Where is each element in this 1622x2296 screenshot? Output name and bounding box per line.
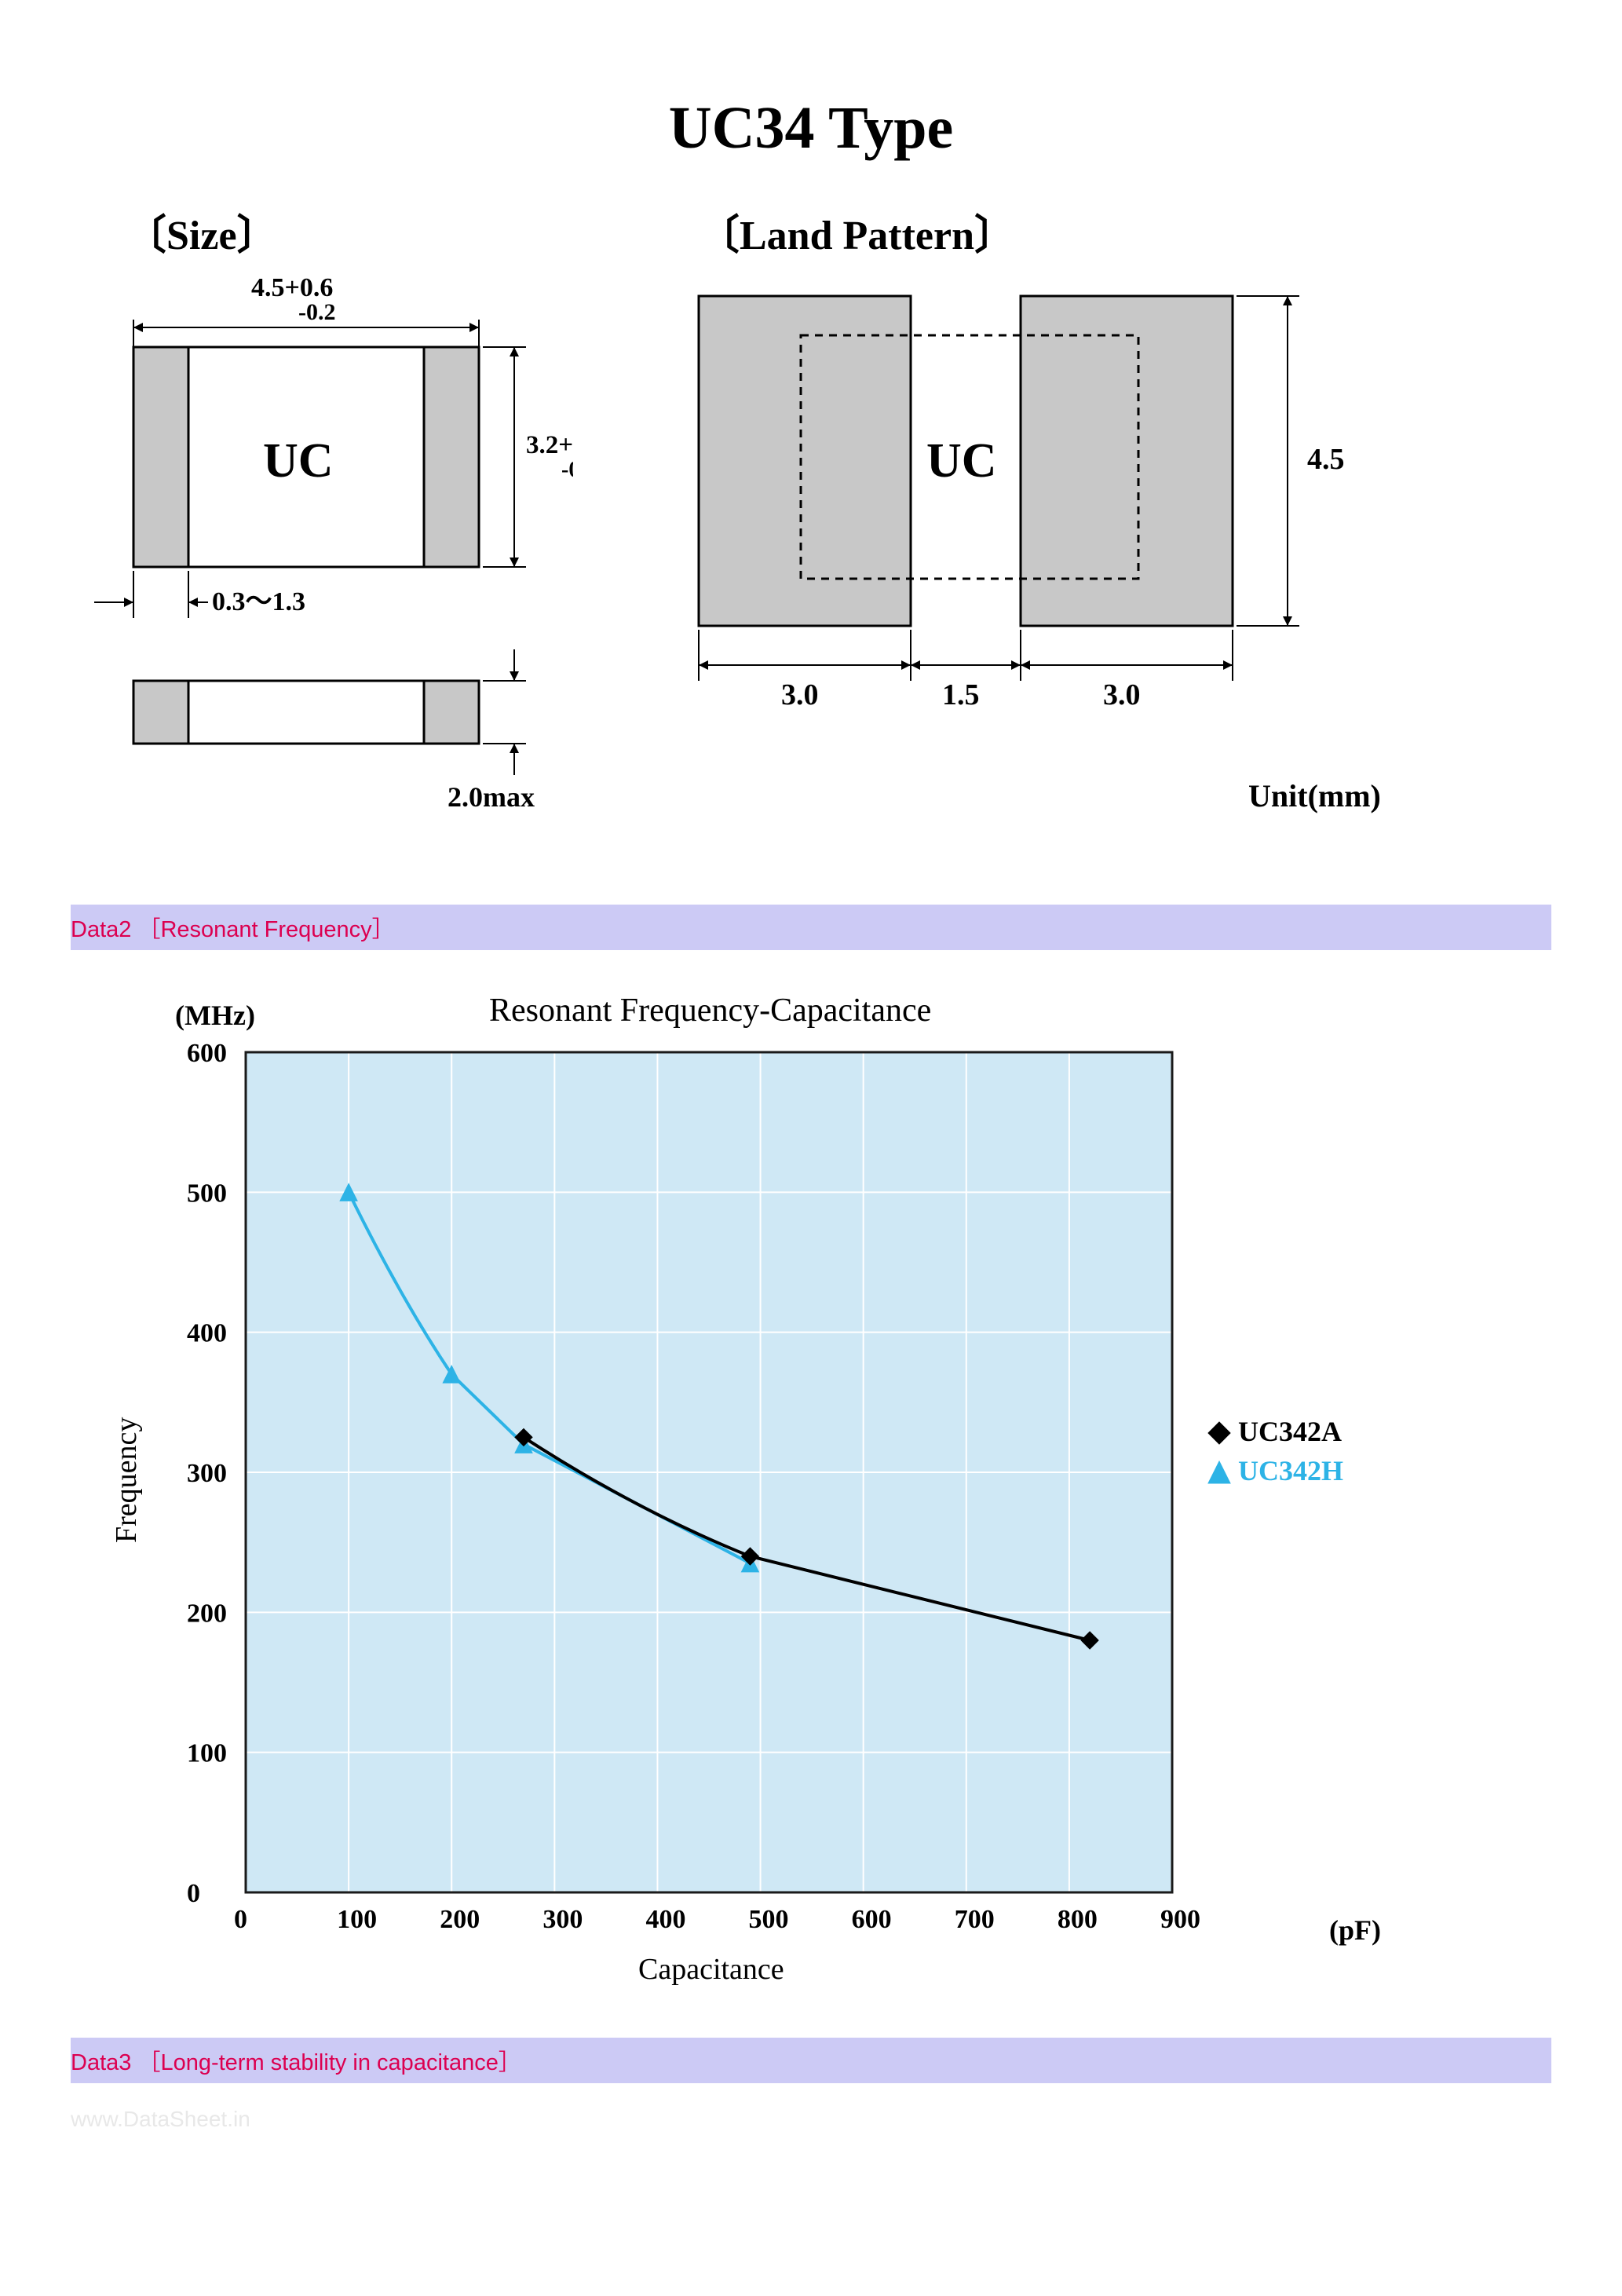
- svg-text:200: 200: [440, 1905, 480, 1934]
- svg-text:300: 300: [542, 1905, 583, 1934]
- svg-text:UC: UC: [263, 434, 334, 488]
- svg-text:(pF): (pF): [1329, 1914, 1381, 1946]
- watermark: www.DataSheet.in: [71, 2107, 1551, 2132]
- svg-text:Unit(mm): Unit(mm): [1248, 778, 1381, 813]
- svg-text:900: 900: [1160, 1905, 1200, 1934]
- svg-text:400: 400: [187, 1319, 227, 1348]
- svg-text:600: 600: [852, 1905, 892, 1934]
- svg-text:3.0: 3.0: [781, 678, 819, 711]
- svg-text:UC: UC: [926, 434, 997, 488]
- page-title: UC34 Type: [71, 94, 1551, 163]
- svg-text:3.0: 3.0: [1103, 678, 1141, 711]
- svg-text:500: 500: [187, 1179, 227, 1208]
- size-heading: 〔Size〕: [126, 213, 278, 258]
- data2-bar: Data2 ［Resonant Frequency］: [71, 905, 1551, 950]
- svg-text:〔Land Pattern〕: 〔Land Pattern〕: [699, 213, 1015, 258]
- diagrams-row: 〔Size〕 4.5+0.6 -0.2 UC 3.2+0.8 -0: [71, 210, 1551, 842]
- svg-text:1.5: 1.5: [942, 678, 980, 711]
- svg-text:400: 400: [645, 1905, 685, 1934]
- svg-text:-0: -0: [561, 458, 573, 482]
- svg-text:500: 500: [749, 1905, 789, 1934]
- land-pattern-diagram: 〔Land Pattern〕 UC 4.5: [605, 210, 1551, 842]
- svg-text:100: 100: [337, 1905, 377, 1934]
- resonant-chart: Resonant Frequency-Capacitance (MHz) 0 100 2…: [73, 974, 1549, 2014]
- svg-text:UC342H: UC342H: [1238, 1455, 1343, 1486]
- svg-text:4.5+0.6: 4.5+0.6: [251, 273, 333, 302]
- svg-text:(MHz): (MHz): [175, 1000, 255, 1031]
- svg-text:800: 800: [1058, 1905, 1098, 1934]
- svg-text:3.2+0.8: 3.2+0.8: [526, 431, 573, 459]
- svg-text:200: 200: [187, 1599, 227, 1628]
- svg-text:Capacitance: Capacitance: [638, 1953, 784, 1986]
- svg-text:2.0max: 2.0max: [448, 781, 535, 813]
- svg-text:UC342A: UC342A: [1238, 1416, 1342, 1447]
- size-diagram: 〔Size〕 4.5+0.6 -0.2 UC 3.2+0.8 -0: [71, 210, 573, 842]
- svg-text:100: 100: [187, 1739, 227, 1768]
- svg-text:0: 0: [234, 1905, 247, 1934]
- data3-bar: Data3 ［Long-term stability in capacitanc…: [71, 2038, 1551, 2083]
- svg-text:Frequency: Frequency: [110, 1417, 143, 1543]
- svg-text:700: 700: [955, 1905, 995, 1934]
- svg-text:-0.2: -0.2: [298, 299, 336, 325]
- svg-text:0: 0: [187, 1879, 200, 1908]
- svg-text:300: 300: [187, 1459, 227, 1488]
- svg-text:600: 600: [187, 1039, 227, 1068]
- svg-text:0.3～1.3: 0.3～1.3: [212, 587, 305, 616]
- svg-text:Resonant Frequency-Capacitance: Resonant Frequency-Capacitance: [489, 993, 931, 1029]
- svg-text:4.5: 4.5: [1307, 443, 1345, 476]
